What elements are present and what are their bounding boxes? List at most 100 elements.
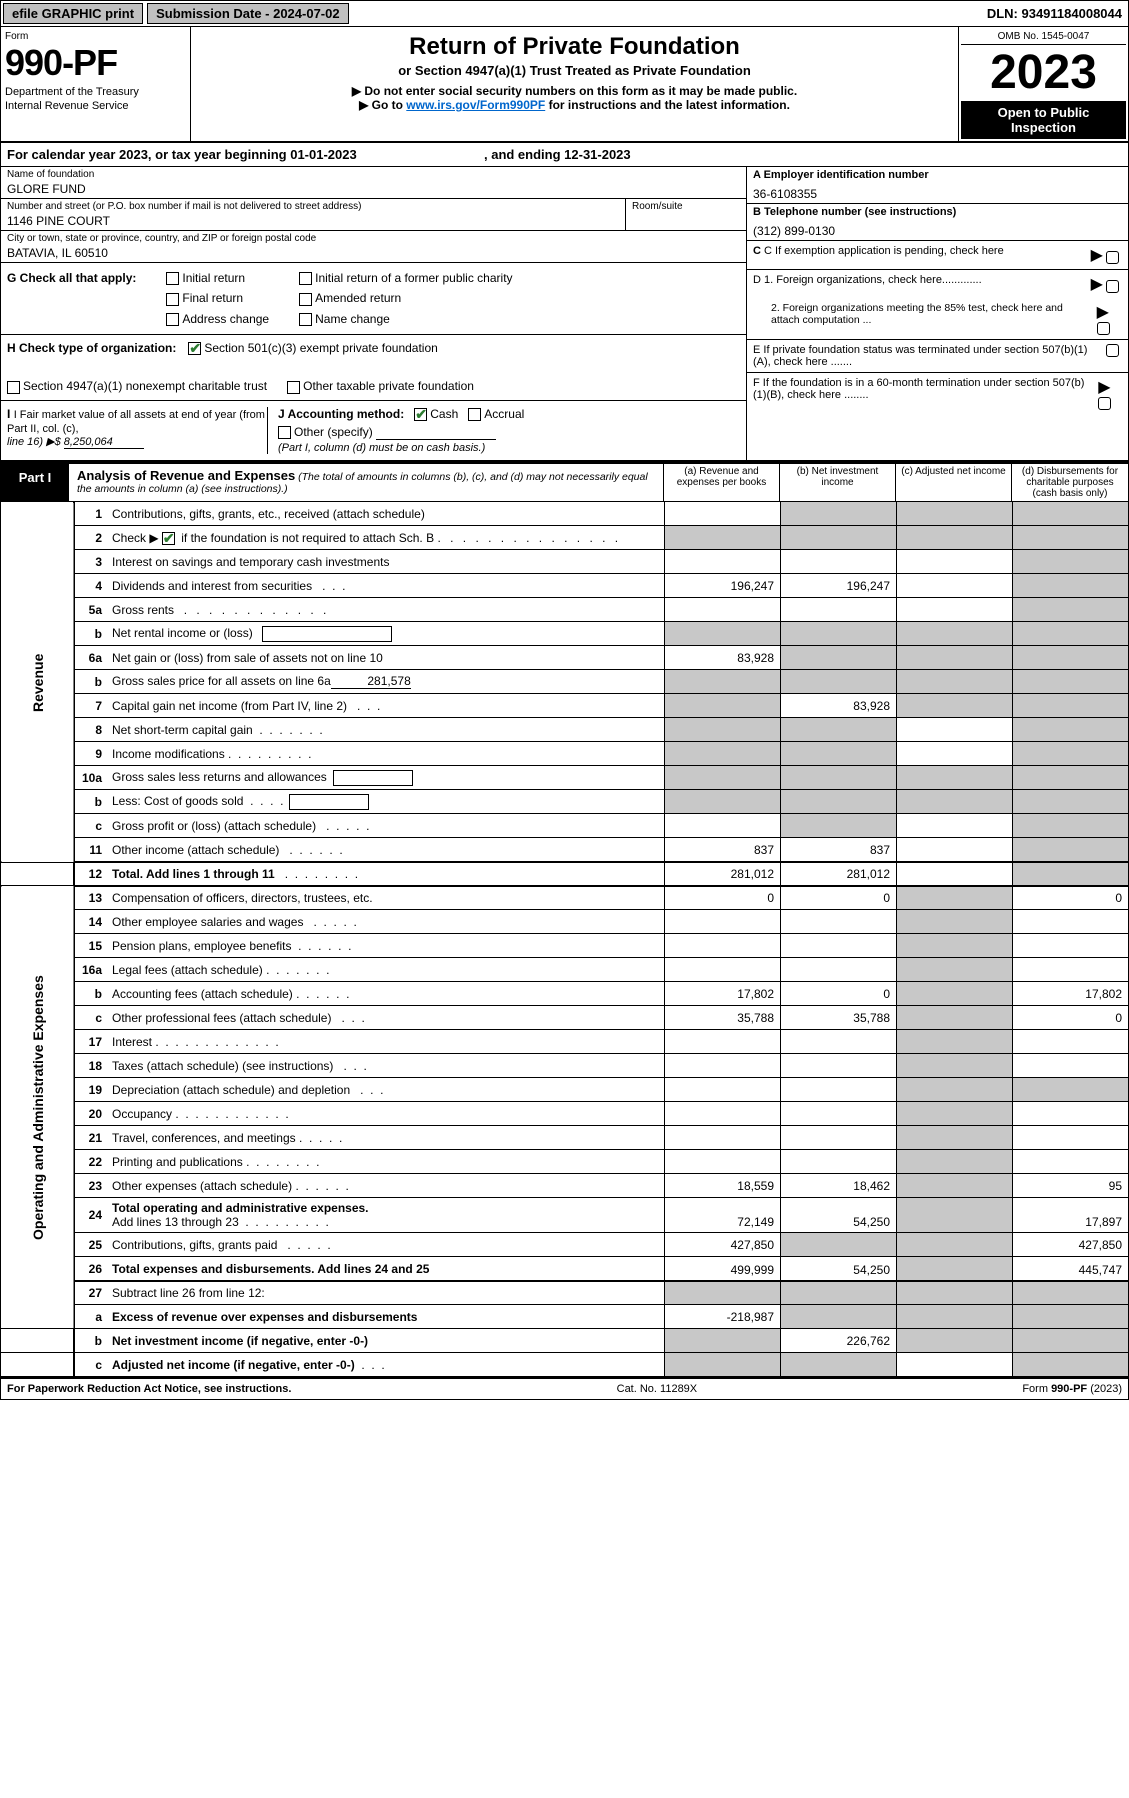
row-18: 18 Taxes (attach schedule) (see instruct… (1, 1054, 1129, 1078)
part1-table: Revenue 1 Contributions, gifts, grants, … (0, 502, 1129, 1378)
row-16b: b Accounting fees (attach schedule) . . … (1, 982, 1129, 1006)
section-d1: D 1. Foreign organizations, check here..… (747, 270, 1128, 298)
final-return-checkbox[interactable] (166, 293, 179, 306)
section-f: F If the foundation is in a 60-month ter… (747, 373, 1128, 414)
amended-return-checkbox[interactable] (299, 293, 312, 306)
row-16a: 16a Legal fees (attach schedule) . . . .… (1, 958, 1129, 982)
foundation-name: GLORE FUND (7, 182, 740, 196)
85pct-checkbox[interactable] (1097, 322, 1110, 335)
501c3-checkbox[interactable] (188, 342, 201, 355)
col-c-head: (c) Adjusted net income (896, 464, 1012, 501)
section-j: J Accounting method: Cash Accrual Other … (267, 407, 740, 454)
row-6a: 6a Net gain or (loss) from sale of asset… (1, 646, 1129, 670)
row-21: 21 Travel, conferences, and meetings . .… (1, 1126, 1129, 1150)
row-23: 23 Other expenses (attach schedule) . . … (1, 1174, 1129, 1198)
omb-number: OMB No. 1545-0047 (961, 29, 1126, 45)
60month-checkbox[interactable] (1098, 397, 1111, 410)
dln: DLN: 93491184008044 (987, 6, 1126, 21)
top-bar: efile GRAPHIC print Submission Date - 20… (0, 0, 1129, 27)
row-27: 27 Subtract line 26 from line 12: (1, 1281, 1129, 1305)
name-change-checkbox[interactable] (299, 313, 312, 326)
page-footer: For Paperwork Reduction Act Notice, see … (0, 1377, 1129, 1400)
efile-button[interactable]: efile GRAPHIC print (3, 3, 143, 24)
header-center: Return of Private Foundation or Section … (191, 27, 958, 141)
row-10c: c Gross profit or (loss) (attach schedul… (1, 814, 1129, 838)
calendar-year-row: For calendar year 2023, or tax year begi… (0, 143, 1129, 167)
info-left: Name of foundation GLORE FUND Number and… (1, 167, 746, 460)
section-e: E If private foundation status was termi… (747, 340, 1128, 373)
4947-checkbox[interactable] (7, 381, 20, 394)
tax-year: 2023 (961, 45, 1126, 101)
initial-former-checkbox[interactable] (299, 272, 312, 285)
section-i: I I Fair market value of all assets at e… (7, 407, 267, 454)
part1-tag: Part I (1, 464, 69, 501)
row-2: 2 Check ▶ if the foundation is not requi… (1, 526, 1129, 550)
note-2: ▶ Go to www.irs.gov/Form990PF for instru… (201, 98, 948, 112)
row-5a: 5a Gross rents . . . . . . . . . . . . (1, 598, 1129, 622)
schb-checkbox[interactable] (162, 532, 175, 545)
footer-right: Form 990-PF (2023) (1022, 1383, 1122, 1395)
col-d-head: (d) Disbursements for charitable purpose… (1012, 464, 1128, 501)
row-27a: a Excess of revenue over expenses and di… (1, 1305, 1129, 1329)
section-g: G Check all that apply: Initial return F… (1, 263, 746, 335)
submission-date: Submission Date - 2024-07-02 (147, 3, 349, 24)
dept-line1: Department of the Treasury (5, 86, 186, 98)
footer-mid: Cat. No. 11289X (617, 1383, 698, 1395)
row-13: Operating and Administrative Expenses 13… (1, 886, 1129, 910)
row-7: 7 Capital gain net income (from Part IV,… (1, 694, 1129, 718)
fmv-value: 8,250,064 (64, 436, 144, 449)
ein-cell: A Employer identification number 36-6108… (747, 167, 1128, 204)
instructions-link[interactable]: www.irs.gov/Form990PF (406, 98, 545, 112)
row-10a: 10a Gross sales less returns and allowan… (1, 766, 1129, 790)
row-12: 12 Total. Add lines 1 through 11 . . . .… (1, 862, 1129, 886)
row-8: 8 Net short-term capital gain . . . . . … (1, 718, 1129, 742)
row-3: 3 Interest on savings and temporary cash… (1, 550, 1129, 574)
header-left: Form 990-PF Department of the Treasury I… (1, 27, 191, 141)
header-right: OMB No. 1545-0047 2023 Open to Public In… (958, 27, 1128, 141)
row-20: 20 Occupancy . . . . . . . . . . . . (1, 1102, 1129, 1126)
row-15: 15 Pension plans, employee benefits . . … (1, 934, 1129, 958)
section-ij: I I Fair market value of all assets at e… (1, 401, 746, 460)
city-state-zip: BATAVIA, IL 60510 (7, 246, 740, 260)
row-4: 4 Dividends and interest from securities… (1, 574, 1129, 598)
ein: 36-6108355 (753, 187, 1122, 201)
open-to-public: Open to Public Inspection (961, 101, 1126, 139)
expenses-label: Operating and Administrative Expenses (1, 886, 75, 1329)
form-title: Return of Private Foundation (201, 33, 948, 61)
row-11: 11 Other income (attach schedule) . . . … (1, 838, 1129, 862)
section-c: C C If exemption application is pending,… (747, 241, 1128, 270)
form-label: Form (5, 31, 186, 42)
row-26: 26 Total expenses and disbursements. Add… (1, 1257, 1129, 1281)
form-subtitle: or Section 4947(a)(1) Trust Treated as P… (201, 63, 948, 78)
col-a-head: (a) Revenue and expenses per books (664, 464, 780, 501)
info-block: Name of foundation GLORE FUND Number and… (0, 167, 1129, 462)
note-1: ▶ Do not enter social security numbers o… (201, 84, 948, 98)
row-22: 22 Printing and publications . . . . . .… (1, 1150, 1129, 1174)
foreign-org-checkbox[interactable] (1106, 280, 1119, 293)
other-method-checkbox[interactable] (278, 426, 291, 439)
form-number: 990-PF (5, 42, 186, 84)
col-b-head: (b) Net investment income (780, 464, 896, 501)
dept-line2: Internal Revenue Service (5, 100, 186, 112)
address-change-checkbox[interactable] (166, 313, 179, 326)
row-27c: c Adjusted net income (if negative, ente… (1, 1353, 1129, 1377)
phone: (312) 899-0130 (753, 224, 1122, 238)
row-6b: b Gross sales price for all assets on li… (1, 670, 1129, 694)
footer-left: For Paperwork Reduction Act Notice, see … (7, 1383, 291, 1395)
exemption-pending-checkbox[interactable] (1106, 251, 1119, 264)
cash-checkbox[interactable] (414, 408, 427, 421)
row-9: 9 Income modifications . . . . . . . . . (1, 742, 1129, 766)
revenue-label: Revenue (1, 502, 75, 862)
other-taxable-checkbox[interactable] (287, 381, 300, 394)
row-1: Revenue 1 Contributions, gifts, grants, … (1, 502, 1129, 526)
section-h: H Check type of organization: Section 50… (1, 335, 746, 401)
row-14: 14 Other employee salaries and wages . .… (1, 910, 1129, 934)
row-24: 24 Total operating and administrative ex… (1, 1198, 1129, 1233)
row-27b: b Net investment income (if negative, en… (1, 1329, 1129, 1353)
initial-return-checkbox[interactable] (166, 272, 179, 285)
accrual-checkbox[interactable] (468, 408, 481, 421)
row-25: 25 Contributions, gifts, grants paid . .… (1, 1233, 1129, 1257)
terminated-checkbox[interactable] (1106, 344, 1119, 357)
room-cell: Room/suite (626, 199, 746, 230)
street-address: 1146 PINE COURT (7, 214, 619, 228)
